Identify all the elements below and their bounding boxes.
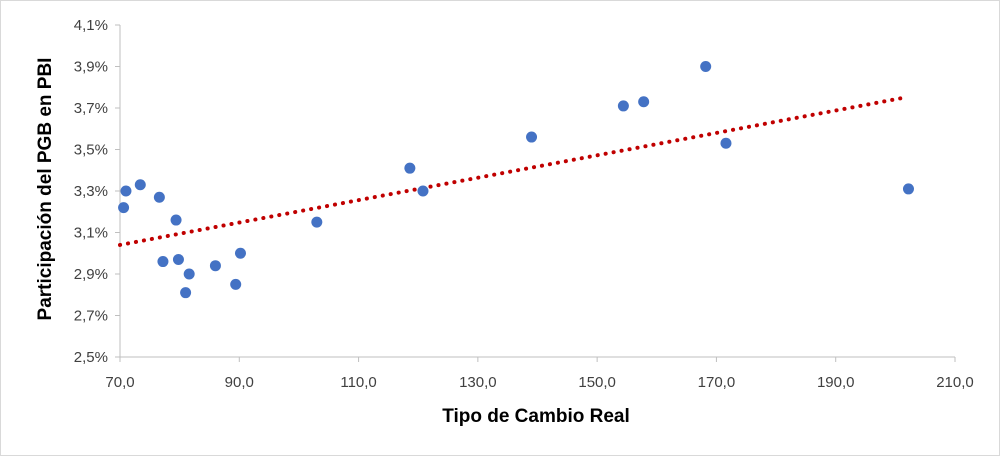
data-point <box>617 100 629 112</box>
data-point <box>417 185 429 197</box>
y-axis-title: Participación del PGB en PBI <box>35 58 56 321</box>
data-point <box>172 253 184 265</box>
y-tick-label: 4,1% <box>74 17 108 34</box>
data-point <box>153 191 165 203</box>
data-point <box>526 131 538 143</box>
data-point <box>311 216 323 228</box>
trendline-group <box>118 95 907 247</box>
y-tick-label: 3,5% <box>74 142 108 159</box>
y-tick-label: 2,7% <box>74 308 108 325</box>
x-tick-label: 130,0 <box>459 374 497 391</box>
y-tick-label: 2,9% <box>74 266 108 283</box>
data-point <box>180 287 192 299</box>
data-point <box>638 96 650 108</box>
data-points <box>118 61 914 299</box>
y-tick-label: 3,7% <box>74 100 108 117</box>
x-tick-label: 70,0 <box>105 374 134 391</box>
x-tick-label: 150,0 <box>578 374 616 391</box>
data-point <box>157 256 169 268</box>
x-axis-tick-labels: 70,0 90,0 110,0 130,0 150,0 170,0 190,0 210,0 <box>105 357 974 391</box>
y-tick-label: 2,5% <box>74 349 108 366</box>
x-tick-label: 190,0 <box>817 374 855 391</box>
x-tick-label: 110,0 <box>340 374 376 391</box>
data-point <box>230 278 242 290</box>
data-point <box>118 202 130 214</box>
data-point <box>700 61 712 72</box>
y-tick-label: 3,9% <box>74 59 108 76</box>
data-point <box>134 179 146 191</box>
data-point <box>170 214 182 226</box>
data-point <box>720 137 732 149</box>
data-point <box>209 260 221 272</box>
data-point <box>902 183 914 195</box>
x-tick-label: 210,0 <box>936 374 974 391</box>
data-point <box>404 162 416 174</box>
data-point <box>120 185 132 197</box>
x-tick-label: 90,0 <box>225 374 254 391</box>
x-tick-label: 170,0 <box>698 374 736 391</box>
data-point <box>234 247 246 259</box>
y-tick-label: 3,1% <box>74 225 108 242</box>
data-point <box>183 268 195 280</box>
linear-trendline <box>118 95 907 247</box>
y-axis-tick-labels: 2,5% 2,7% 2,9% 3,1% 3,3% 3,5% 3,7% 3,9% 4,1% <box>74 17 120 366</box>
x-axis-title: Tipo de Cambio Real <box>442 406 630 427</box>
y-tick-label: 3,3% <box>74 183 108 200</box>
